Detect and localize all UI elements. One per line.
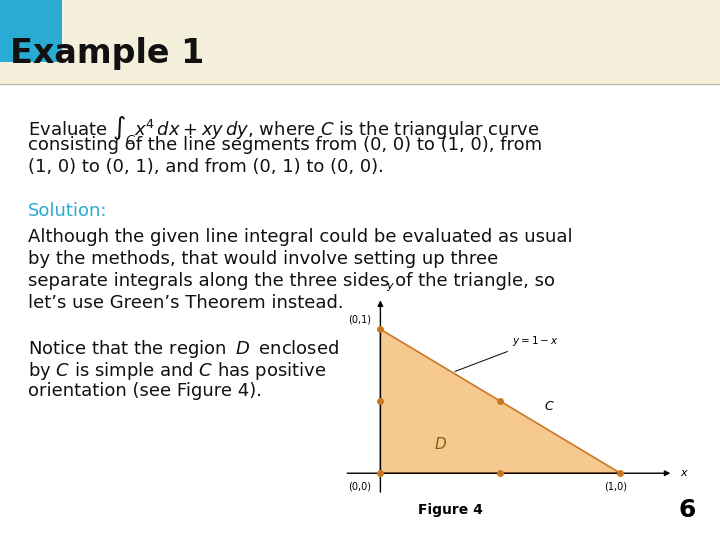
Bar: [0, 0, 62, 62]
Text: by the methods, that would involve setting up three: by the methods, that would involve setti…: [28, 249, 498, 268]
Text: by $C$ is simple and $C$ has positive: by $C$ is simple and $C$ has positive: [28, 360, 326, 382]
Text: $C$: $C$: [544, 401, 554, 414]
Text: (0,0): (0,0): [348, 482, 371, 492]
Text: orientation (see Figure 4).: orientation (see Figure 4).: [28, 382, 262, 400]
Text: 6: 6: [679, 498, 696, 522]
Text: separate integrals along the three sides of the triangle, so: separate integrals along the three sides…: [28, 272, 555, 289]
Text: Example 1: Example 1: [10, 37, 204, 70]
Text: Figure 4: Figure 4: [418, 503, 482, 517]
Text: Notice that the region  $D$  enclosed: Notice that the region $D$ enclosed: [28, 338, 339, 360]
Text: (0,1): (0,1): [348, 315, 371, 325]
Bar: [0, 0, 720, 84]
Text: Although the given line integral could be evaluated as usual: Although the given line integral could b…: [28, 228, 572, 246]
Text: $D$: $D$: [434, 436, 447, 453]
Polygon shape: [380, 329, 621, 473]
Text: let’s use Green’s Theorem instead.: let’s use Green’s Theorem instead.: [28, 294, 343, 312]
Text: Solution:: Solution:: [28, 202, 107, 220]
Text: $y$: $y$: [387, 281, 395, 293]
Text: consisting of the line segments from (0, 0) to (1, 0), from: consisting of the line segments from (0,…: [28, 136, 542, 154]
Text: $x$: $x$: [680, 468, 689, 478]
Text: (1,0): (1,0): [604, 482, 627, 492]
Text: Evaluate $\int_C x^4\,dx + xy\,dy$, where $C$ is the triangular curve: Evaluate $\int_C x^4\,dx + xy\,dy$, wher…: [28, 114, 539, 146]
Text: (1, 0) to (0, 1), and from (0, 1) to (0, 0).: (1, 0) to (0, 1), and from (0, 1) to (0,…: [28, 158, 384, 176]
Text: $y=1-x$: $y=1-x$: [455, 334, 559, 372]
